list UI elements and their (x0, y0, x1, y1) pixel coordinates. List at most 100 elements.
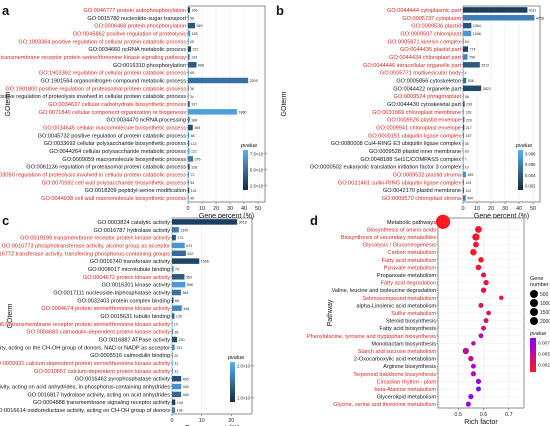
category-label: GO:0009570 chloroplast stroma (382, 196, 462, 202)
category-label: Monobactam biosynthesis (371, 341, 436, 347)
category-label: GO:0004674 protein serine/threonine kina… (41, 306, 170, 312)
color-legend-bar (530, 338, 536, 372)
point (480, 272, 487, 278)
category-label: alpha-Linolenic acid metabolism (356, 303, 436, 309)
bar-label: 1264 (473, 24, 481, 28)
panel-label-c: c (2, 213, 9, 228)
point (473, 241, 479, 248)
x-axis-title: Gene percent (%) (199, 213, 254, 220)
pvalue-legend: pvalue 7.5×10⁻⁵ 5.0×10⁻⁵ 2.5×10⁻⁵ (240, 143, 267, 190)
bar (463, 85, 482, 92)
bar-label: 137 (191, 103, 197, 107)
category-label: GO:0009507 chloroplast (400, 31, 461, 37)
category-label: GO:0004675 transmembrane receptor protei… (0, 322, 170, 328)
category-label: GO:0005856 cytoskeleton (396, 78, 461, 84)
bar-label: 1860 (239, 110, 247, 114)
category-label: Steroid biosynthesis (386, 319, 436, 325)
bar-label: 3018 (239, 221, 247, 225)
bar-label: 2512 (481, 63, 489, 67)
bar-label: 4 (465, 71, 467, 75)
bar-label: 220 (466, 118, 472, 122)
size-legend-label: 2000 (540, 319, 550, 325)
x-tick-label: 0 (186, 206, 189, 212)
bar-label: 4758 (536, 16, 544, 20)
size-legend-point (530, 317, 538, 325)
bar (188, 15, 189, 21)
bar-label: 384 (182, 291, 188, 295)
category-label: GO:0018209 peptidyl-serine modification (85, 188, 186, 194)
category-label: GO:0019199 transmembrane receptor protei… (20, 236, 170, 242)
bar (463, 148, 464, 154)
bar-label: 10 (174, 322, 178, 326)
bar (188, 46, 191, 52)
category-label: Circadian rhythm - plant (377, 379, 437, 385)
bar (188, 69, 189, 76)
size-legend-point (530, 308, 538, 316)
category-label: GO:0034637 cellular carbohydrate biosynt… (48, 102, 186, 108)
bar (172, 297, 174, 304)
bar (463, 124, 465, 131)
bar (172, 399, 176, 405)
bar (188, 148, 190, 154)
bar (188, 179, 189, 186)
category-label: Selenocompound metabolism (362, 296, 436, 302)
y-axis-title: GOterm (5, 91, 12, 116)
panel-label-b: b (276, 3, 284, 18)
bar-label: 406 (183, 393, 189, 397)
bar (188, 85, 189, 92)
point (472, 233, 480, 241)
x-tick-label: 40 (241, 206, 247, 212)
category-label: GO:0033692 cellular polysaccharide biosy… (44, 141, 187, 147)
category-label: GO:0044435 plastid part (400, 47, 461, 53)
legend-label: 2.5×10⁻⁵ (250, 184, 267, 189)
bar-label: 133 (191, 56, 197, 60)
bar (188, 116, 190, 123)
bar (463, 69, 464, 76)
bar-label: 128 (191, 165, 197, 169)
x-tick-label: 10 (199, 206, 205, 212)
bar (463, 30, 472, 37)
bar (172, 281, 186, 288)
category-label: GO:0015631 tubulin binding (100, 314, 170, 320)
legend-label: 5.0×10⁻⁵ (250, 168, 267, 173)
category-label: GO:1903362 regulation of cellular protei… (39, 71, 186, 77)
bar-label: 369 (194, 126, 200, 130)
bar-label: 31 (174, 362, 178, 366)
bar (188, 171, 189, 178)
bar-label: 756 (469, 56, 475, 60)
bar-label: 10 (465, 165, 469, 169)
x-tick-label: 10 (199, 418, 205, 424)
size-legend-label: 1500 (540, 310, 550, 316)
bar (463, 7, 528, 13)
legend-label: 0.004 (525, 173, 536, 178)
bar-label: 2823 (483, 87, 491, 91)
bar (188, 156, 194, 162)
bar (188, 93, 189, 99)
point (435, 214, 451, 229)
bar-label: 124 (465, 181, 471, 185)
category-label: GO:0080008 Cul4-RING E3 ubiquitin ligase… (331, 141, 461, 147)
bar-label: 4111 (529, 9, 536, 13)
category-label: GO:0048188 Set1C/COMPASS complex (360, 157, 461, 163)
x-tick-label: 0.7 (505, 412, 513, 418)
bar (172, 266, 174, 272)
bar-label: 126 (176, 315, 182, 319)
bar-label: 217 (466, 126, 472, 130)
bar (463, 187, 464, 193)
bar (463, 109, 464, 115)
panel-d: d 0.5 0.6 0.7 Rich factor Pathway Metabolic pa… (307, 213, 550, 426)
bar (172, 321, 173, 327)
bar-label: 50 (465, 142, 469, 146)
category-label: GO:0009536 plastid (411, 24, 461, 30)
x-tick-label: 20 (213, 206, 219, 212)
bar (463, 62, 480, 68)
category-label: GO:0000502 eukaryotic translation initia… (310, 165, 461, 171)
category-label: GO:0009528 plastid inner membrane (369, 149, 461, 155)
category-label: GO:0016616 oxidoreductase activity, acti… (0, 345, 170, 351)
legend-colorbar (518, 150, 523, 190)
bar-label: 34 (190, 95, 194, 99)
bar-label: 121 (191, 150, 197, 154)
bar (188, 187, 190, 193)
bar-label: 79 (175, 268, 179, 272)
